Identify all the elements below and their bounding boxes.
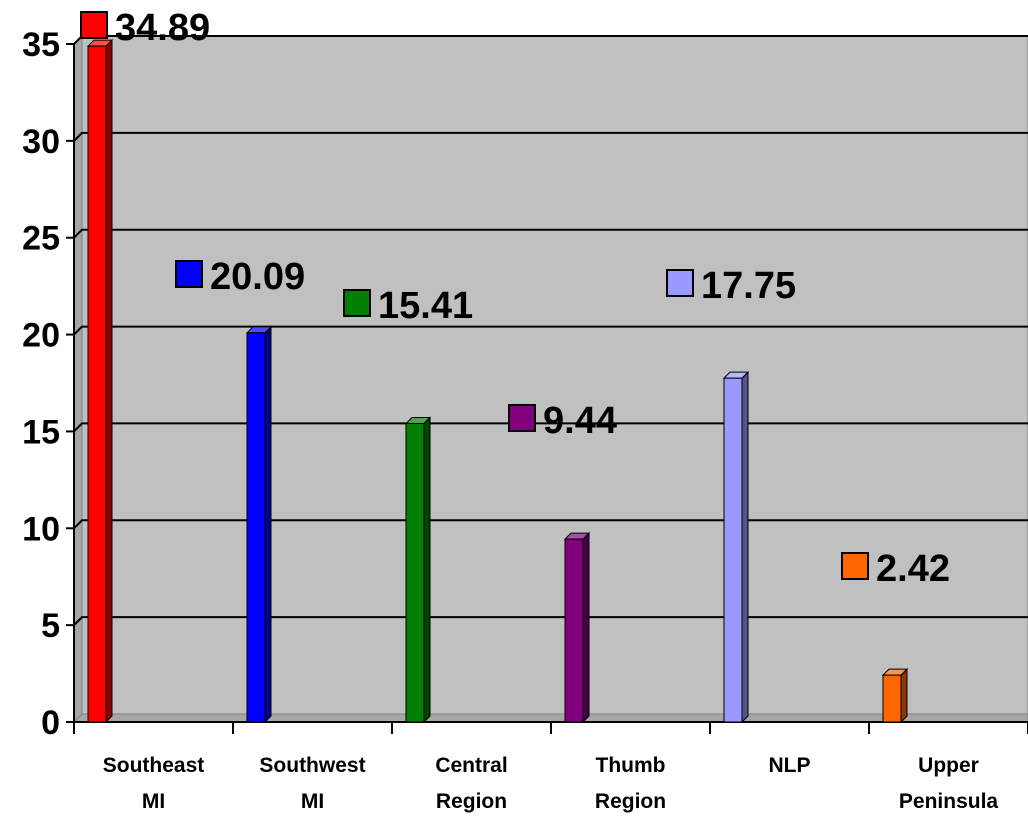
y-tick-label: 15 [22,413,60,451]
bar-side [105,38,113,724]
data-label: 34.89 [115,7,210,49]
x-category-label: Southwest MI [259,754,365,813]
y-tick-label: 35 [22,26,60,64]
data-labels: 34.89 20.09 15.41 9.44 17.75 2.42 [80,7,950,590]
y-tick-label: 25 [22,220,60,258]
x-category-label: Upper Peninsula [899,754,999,813]
gridline [73,616,1028,626]
bar [723,377,743,723]
axes: 0 5 10 15 20 25 30 35 Southeast MI Southwest MI Cent… [22,26,1028,813]
data-label: 17.75 [701,265,796,307]
y-tick-label: 5 [41,607,60,645]
data-label-key [508,404,536,432]
data-label-key [80,11,108,39]
bar-side [264,325,272,724]
bar [246,332,266,723]
bar-side [423,416,431,724]
bar-side [582,531,590,724]
gridline [73,228,1028,239]
data-label-key [343,289,371,317]
plot-back-wall [81,35,1028,715]
data-label-key [175,260,203,288]
data-label-key [841,552,869,580]
bar-side [741,370,749,724]
bar-side [900,667,908,724]
bar [564,538,584,723]
data-label: 20.09 [210,256,305,298]
bar [882,674,902,723]
x-category-label: Southeast MI [103,754,205,813]
x-category-label: Central Region [435,754,507,813]
data-label: 15.41 [378,285,473,327]
plot-area [72,34,1028,724]
gridline [73,325,1028,336]
y-tick-label: 10 [22,510,60,548]
y-tick-label: 0 [41,704,60,742]
y-tick-label: 30 [22,123,60,161]
gridline [73,131,1028,142]
bars [86,38,909,724]
data-label-key [666,269,694,297]
gridline [73,422,1028,433]
y-tick-label: 20 [22,317,60,355]
gridline [73,519,1028,529]
bar [405,422,425,723]
bar [87,45,107,723]
data-label: 2.42 [876,548,950,590]
x-category-label: Thumb Region [595,754,666,813]
x-category-label: NLP [769,754,811,777]
data-label: 9.44 [543,400,617,442]
